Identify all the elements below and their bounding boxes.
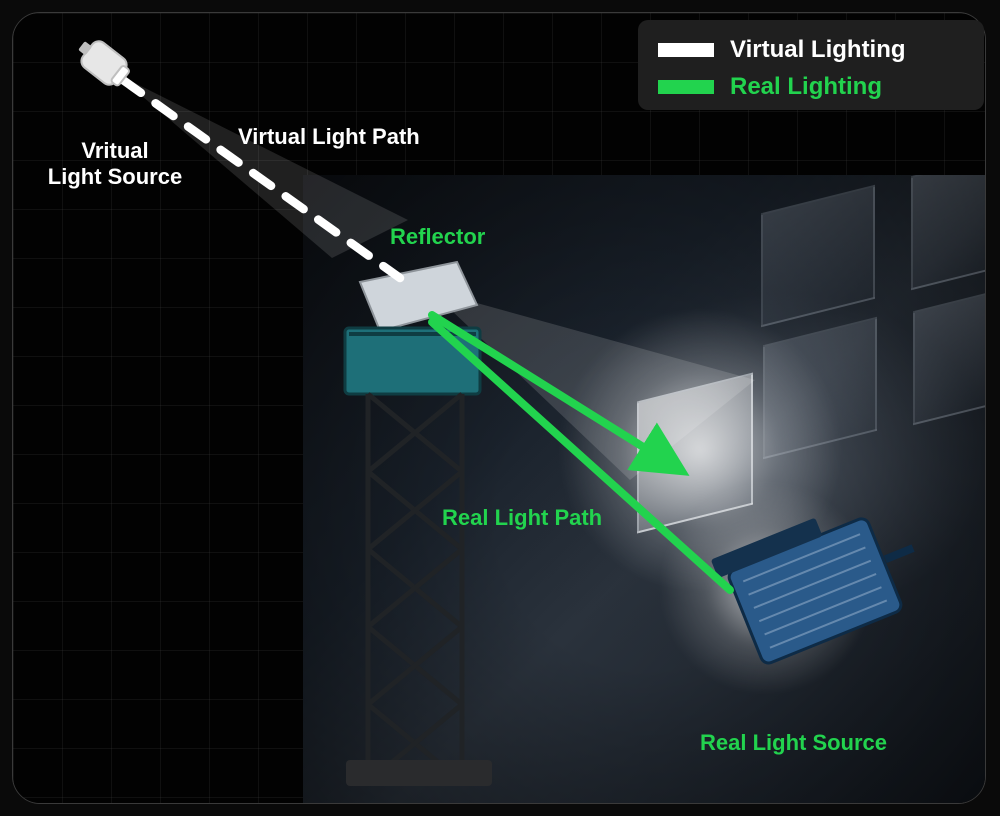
diagram-canvas: Virtual Lighting Real Lighting VritualLi… [0,0,1000,816]
legend-swatch-real [658,80,714,94]
label-real-light-path: Real Light Path [442,505,602,531]
legend-label-real: Real Lighting [730,71,882,102]
label-reflector: Reflector [390,224,485,250]
building-window [911,175,985,290]
legend-swatch-virtual [658,43,714,57]
light-glow [661,483,871,693]
label-real-light-source: Real Light Source [700,730,887,756]
legend: Virtual Lighting Real Lighting [638,20,984,110]
frame [12,12,986,804]
legend-row-real: Real Lighting [658,71,960,102]
building-window [913,291,985,425]
legend-label-virtual: Virtual Lighting [730,34,906,65]
label-virtual-source: VritualLight Source [30,138,200,190]
legend-row-virtual: Virtual Lighting [658,34,960,65]
label-virtual-light-path: Virtual Light Path [238,124,420,150]
